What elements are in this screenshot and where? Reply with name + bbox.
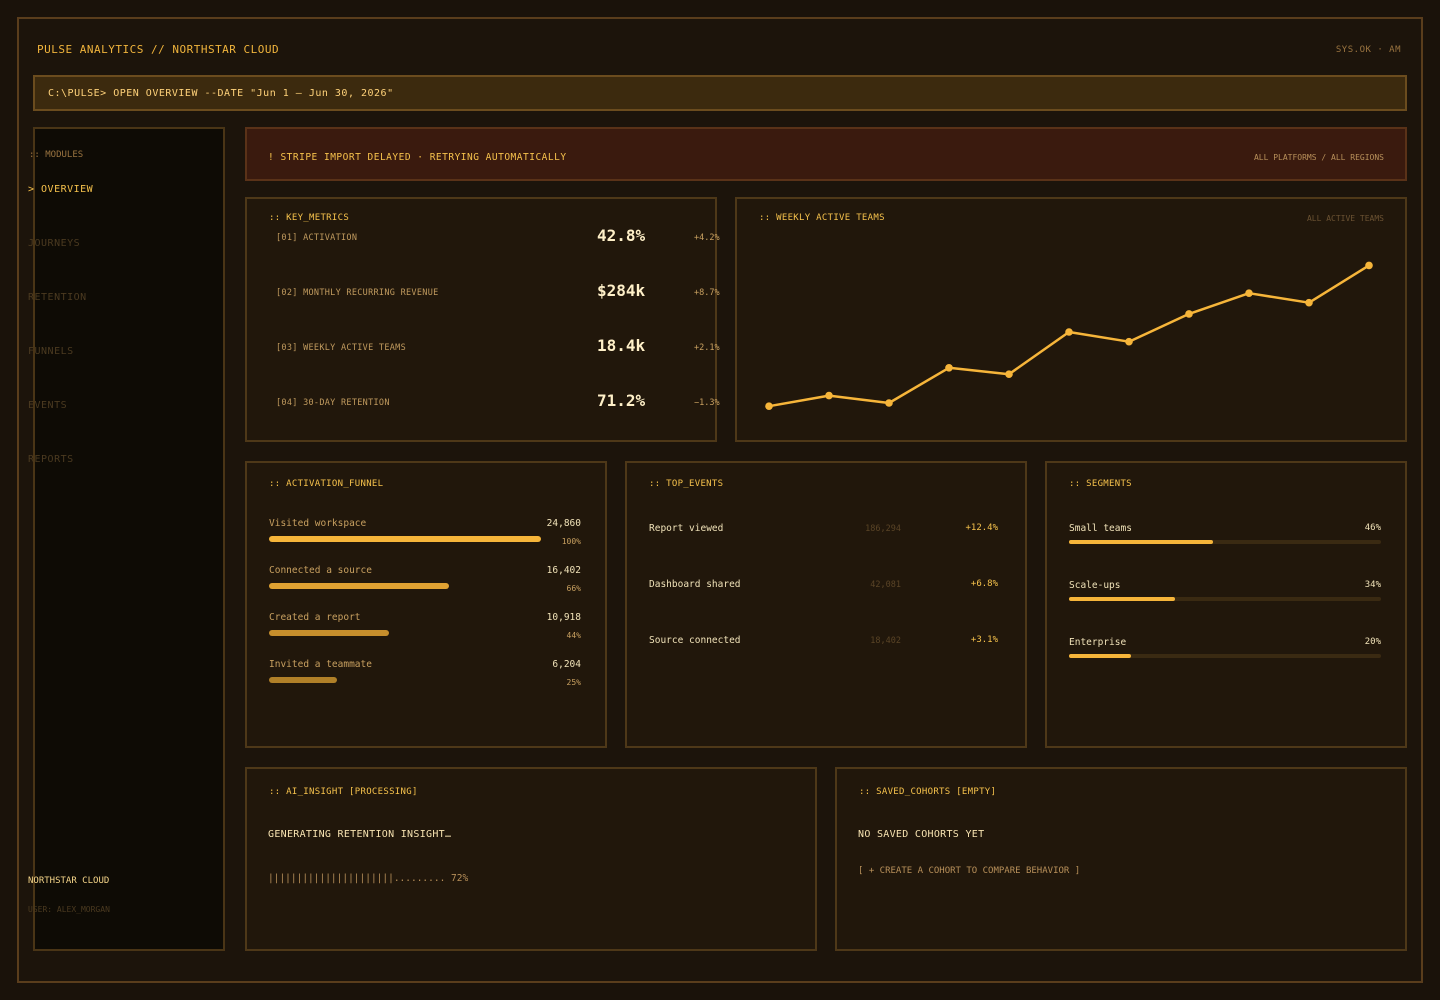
event-delta: +12.4%	[965, 523, 998, 533]
event-delta: +6.8%	[970, 579, 998, 589]
sidebar-item-funnels[interactable]: FUNNELS	[28, 346, 74, 357]
event-count: 18,402	[870, 636, 901, 646]
ai-insight-panel: :: AI_INSIGHT [PROCESSING] GENERATING RE…	[245, 767, 817, 951]
event-delta: +3.1%	[970, 635, 998, 645]
command-bar[interactable]: C:\PULSE> OPEN OVERVIEW --DATE "Jun 1 – …	[33, 75, 1407, 111]
data-point[interactable]	[1125, 337, 1133, 346]
top-events-panel: :: TOP_EVENTS Report viewed 186,294 +12.…	[625, 461, 1027, 748]
metric-label: [01] ACTIVATION	[276, 233, 358, 243]
funnel-step-label: Invited a teammate	[269, 659, 372, 670]
data-point[interactable]	[945, 364, 953, 372]
event-count: 186,294	[865, 524, 901, 534]
weekly-active-teams-panel: :: WEEKLY ACTIVE TEAMS ALL ACTIVE TEAMS	[735, 197, 1407, 442]
user-name: USER: ALEX_MORGAN	[28, 905, 110, 914]
metric-value: 42.8%	[597, 226, 646, 245]
sidebar-heading: :: MODULES	[29, 150, 84, 160]
segment-track	[1069, 540, 1381, 544]
data-point[interactable]	[1005, 370, 1013, 378]
event-count: 42,081	[870, 580, 901, 590]
alert-banner: ! STRIPE IMPORT DELAYED · RETRYING AUTOM…	[245, 127, 1407, 181]
funnel-step-label: Created a report	[269, 612, 361, 623]
segment-track	[1069, 597, 1381, 601]
segment-label: Enterprise	[1069, 637, 1127, 648]
insight-status: GENERATING RETENTION INSIGHT…	[268, 829, 452, 840]
alert-message: ! STRIPE IMPORT DELAYED · RETRYING AUTOM…	[268, 152, 567, 163]
metric-label: [02] MONTHLY RECURRING REVENUE	[276, 288, 439, 298]
metric-delta: +8.7%	[694, 288, 720, 298]
metric-delta: +2.1%	[694, 343, 720, 353]
empty-state-message: NO SAVED COHORTS YET	[858, 829, 985, 840]
funnel-step-label: Visited workspace	[269, 518, 367, 529]
sidebar-item-overview[interactable]: > OVERVIEW	[28, 184, 94, 195]
data-point[interactable]	[1065, 328, 1073, 336]
segment-bar	[1069, 540, 1213, 544]
segment-bar	[1069, 654, 1131, 658]
event-label[interactable]: Dashboard shared	[649, 579, 741, 590]
activation-funnel-panel: :: ACTIVATION_FUNNEL Visited workspace 24…	[245, 461, 607, 748]
metric-delta: +4.2%	[694, 233, 720, 243]
funnel-step-count: 10,918	[546, 612, 581, 623]
data-point[interactable]	[1305, 298, 1313, 307]
metric-value: 71.2%	[597, 391, 646, 410]
data-point[interactable]	[765, 402, 773, 410]
sidebar-item-retention[interactable]: RETENTION	[28, 292, 87, 303]
sidebar-item-journeys[interactable]: JOURNEYS	[28, 238, 81, 249]
data-point[interactable]	[885, 399, 893, 407]
segment-track	[1069, 654, 1381, 658]
funnel-bar	[269, 536, 541, 542]
line-chart	[765, 261, 1373, 410]
panel-title: :: SAVED_COHORTS [EMPTY]	[859, 787, 997, 797]
metric-delta: −1.3%	[694, 398, 720, 408]
panel-title: :: AI_INSIGHT [PROCESSING]	[269, 787, 418, 797]
segment-percent: 46%	[1364, 523, 1381, 533]
funnel-step-count: 6,204	[552, 659, 581, 670]
funnel-step-count: 24,860	[546, 518, 581, 529]
app-title: PULSE ANALYTICS // NORTHSTAR CLOUD	[37, 43, 280, 56]
segment-label: Scale-ups	[1069, 580, 1121, 591]
data-point[interactable]	[1365, 261, 1373, 270]
sidebar	[33, 127, 225, 951]
segment-percent: 20%	[1364, 637, 1381, 647]
funnel-step-percent: 100%	[561, 537, 581, 546]
panel-title: :: SEGMENTS	[1069, 479, 1132, 489]
event-label[interactable]: Source connected	[649, 635, 741, 646]
metric-value: $284k	[597, 281, 646, 300]
org-name: NORTHSTAR CLOUD	[28, 876, 110, 886]
funnel-bar	[269, 630, 389, 636]
segment-label: Small teams	[1069, 523, 1132, 534]
data-point[interactable]	[825, 391, 833, 400]
segments-panel: :: SEGMENTS Small teams 46%Scale-ups 34%En…	[1045, 461, 1407, 748]
funnel-step-label: Connected a source	[269, 565, 372, 576]
funnel-bar	[269, 677, 337, 683]
command-text[interactable]: C:\PULSE> OPEN OVERVIEW --DATE "Jun 1 – …	[48, 88, 394, 99]
data-point[interactable]	[1245, 289, 1253, 297]
funnel-bar	[269, 583, 449, 589]
scope-filter[interactable]: ALL PLATFORMS / ALL REGIONS	[1253, 153, 1384, 162]
key-metrics-panel: :: KEY_METRICS [01] ACTIVATION 42.8% +4.…	[245, 197, 720, 442]
metric-label: [03] WEEKLY ACTIVE TEAMS	[276, 343, 407, 353]
funnel-step-percent: 25%	[566, 678, 581, 687]
funnel-step-percent: 44%	[566, 631, 581, 640]
segment-percent: 34%	[1364, 580, 1381, 590]
event-label[interactable]: Report viewed	[649, 523, 724, 534]
panel-title: :: WEEKLY ACTIVE TEAMS	[759, 213, 885, 223]
data-point[interactable]	[1185, 310, 1193, 318]
funnel-step-percent: 66%	[566, 584, 581, 593]
panel-title: :: TOP_EVENTS	[649, 479, 724, 489]
funnel-step-count: 16,402	[546, 565, 581, 576]
metric-label: [04] 30-DAY RETENTION	[276, 398, 390, 408]
insight-progress: ||||||||||||||||||||||......... 72%	[268, 873, 469, 884]
chart-filter[interactable]: ALL ACTIVE TEAMS	[1306, 214, 1384, 223]
system-status: SYS.OK · AM	[1335, 45, 1401, 55]
sidebar-item-reports[interactable]: REPORTS	[28, 454, 74, 465]
panel-title: :: ACTIVATION_FUNNEL	[269, 479, 384, 489]
segment-bar	[1069, 597, 1175, 601]
saved-cohorts-panel: :: SAVED_COHORTS [EMPTY] NO SAVED COHORT…	[835, 767, 1407, 951]
metric-value: 18.4k	[597, 336, 646, 355]
sidebar-item-events[interactable]: EVENTS	[28, 400, 68, 411]
create-cohort-button[interactable]: [ + CREATE A COHORT TO COMPARE BEHAVIOR …	[858, 866, 1081, 876]
panel-title: :: KEY_METRICS	[269, 213, 350, 223]
